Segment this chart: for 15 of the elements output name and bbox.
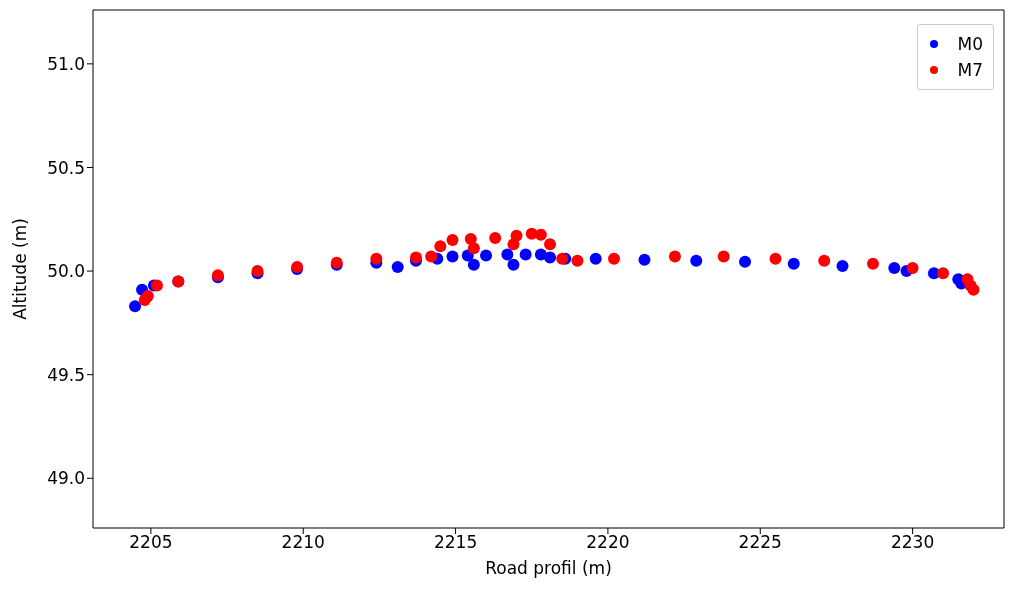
x-tick-label: 2215 [433,532,478,553]
y-tick-label: 49.0 [47,468,85,489]
x-tick-label: 2230 [890,532,935,553]
legend-label: M0 [957,34,983,54]
x-tick-label: 2225 [738,532,782,553]
legend-label: M7 [957,60,983,80]
y-axis-title: Altitude (m) [10,218,31,320]
x-tick-label: 2205 [129,532,173,553]
x-axis-title: Road profil (m) [485,558,612,578]
y-tick-label: 50.5 [47,157,85,178]
x-tick-label: 2210 [281,532,325,553]
y-tick-label: 49.5 [47,364,85,385]
y-tick-label: 51.0 [47,53,85,74]
x-tick-label: 2220 [586,532,630,553]
y-tick-label: 50.0 [47,261,85,282]
